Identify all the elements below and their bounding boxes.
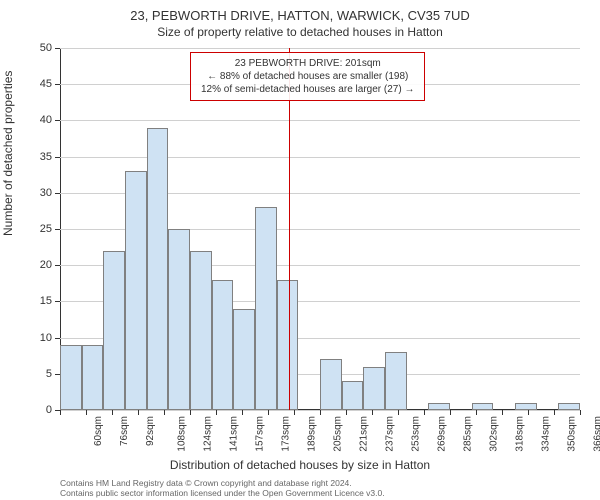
x-tick-label: 76sqm bbox=[119, 416, 130, 446]
x-tick-label: 205sqm bbox=[333, 416, 344, 452]
x-tick-label: 237sqm bbox=[385, 416, 396, 452]
chart-title: 23, PEBWORTH DRIVE, HATTON, WARWICK, CV3… bbox=[0, 8, 600, 23]
y-tick-label: 40 bbox=[40, 114, 52, 126]
annotation-line: ← 88% of detached houses are smaller (19… bbox=[201, 70, 414, 83]
plot-area: 23 PEBWORTH DRIVE: 201sqm← 88% of detach… bbox=[60, 48, 580, 410]
histogram-bar bbox=[190, 251, 212, 410]
x-tick-label: 141sqm bbox=[229, 416, 240, 452]
y-axis: 05101520253035404550 bbox=[0, 48, 60, 410]
x-axis-label: Distribution of detached houses by size … bbox=[0, 458, 600, 472]
histogram-bar bbox=[82, 345, 104, 410]
histogram-bar bbox=[558, 403, 580, 410]
y-tick-label: 15 bbox=[40, 295, 52, 307]
y-tick-label: 0 bbox=[46, 404, 52, 416]
x-tick-mark bbox=[476, 410, 477, 415]
x-tick-label: 92sqm bbox=[145, 416, 156, 446]
y-tick-label: 45 bbox=[40, 78, 52, 90]
x-tick-label: 318sqm bbox=[515, 416, 526, 452]
x-tick-label: 253sqm bbox=[411, 416, 422, 452]
x-tick-mark bbox=[60, 410, 61, 415]
annotation-line: 23 PEBWORTH DRIVE: 201sqm bbox=[201, 57, 414, 70]
x-tick-label: 350sqm bbox=[567, 416, 578, 452]
x-tick-mark bbox=[294, 410, 295, 415]
credits-line-1: Contains HM Land Registry data © Crown c… bbox=[60, 478, 385, 488]
x-tick-mark bbox=[580, 410, 581, 415]
histogram-bar bbox=[428, 403, 450, 410]
x-tick-label: 173sqm bbox=[281, 416, 292, 452]
histogram-bar bbox=[385, 352, 407, 410]
histogram-bar bbox=[60, 345, 82, 410]
x-tick-mark bbox=[502, 410, 503, 415]
x-tick-mark bbox=[424, 410, 425, 415]
histogram-bar bbox=[363, 367, 385, 410]
grid-line bbox=[60, 120, 580, 121]
x-tick-label: 157sqm bbox=[255, 416, 266, 452]
histogram-bar bbox=[168, 229, 190, 410]
chart-subtitle: Size of property relative to detached ho… bbox=[0, 25, 600, 39]
credits: Contains HM Land Registry data © Crown c… bbox=[60, 478, 385, 498]
histogram-bar bbox=[515, 403, 537, 410]
x-tick-mark bbox=[242, 410, 243, 415]
x-tick-mark bbox=[528, 410, 529, 415]
grid-line bbox=[60, 48, 580, 49]
x-tick-label: 302sqm bbox=[489, 416, 500, 452]
y-tick-label: 35 bbox=[40, 151, 52, 163]
x-tick-label: 269sqm bbox=[437, 416, 448, 452]
x-tick-label: 285sqm bbox=[463, 416, 474, 452]
histogram-bar bbox=[320, 359, 342, 410]
x-tick-mark bbox=[268, 410, 269, 415]
x-tick-label: 221sqm bbox=[359, 416, 370, 452]
chart-container: 23, PEBWORTH DRIVE, HATTON, WARWICK, CV3… bbox=[0, 8, 600, 39]
x-tick-mark bbox=[398, 410, 399, 415]
x-tick-mark bbox=[190, 410, 191, 415]
x-tick-mark bbox=[112, 410, 113, 415]
grid-line bbox=[60, 157, 580, 158]
credits-line-2: Contains public sector information licen… bbox=[60, 488, 385, 498]
histogram-bar bbox=[255, 207, 277, 410]
x-tick-label: 108sqm bbox=[177, 416, 188, 452]
histogram-bar bbox=[472, 403, 494, 410]
histogram-bar bbox=[233, 309, 255, 410]
y-tick-label: 10 bbox=[40, 332, 52, 344]
y-tick-label: 20 bbox=[40, 259, 52, 271]
x-tick-mark bbox=[216, 410, 217, 415]
x-tick-label: 334sqm bbox=[541, 416, 552, 452]
histogram-bar bbox=[147, 128, 169, 410]
x-tick-mark bbox=[138, 410, 139, 415]
histogram-bar bbox=[125, 171, 147, 410]
x-tick-label: 366sqm bbox=[593, 416, 600, 452]
histogram-bar bbox=[212, 280, 234, 410]
x-tick-label: 189sqm bbox=[307, 416, 318, 452]
x-tick-mark bbox=[164, 410, 165, 415]
x-tick-mark bbox=[554, 410, 555, 415]
x-tick-mark bbox=[86, 410, 87, 415]
histogram-bar bbox=[103, 251, 125, 410]
x-tick-label: 60sqm bbox=[93, 416, 104, 446]
y-tick-label: 5 bbox=[46, 368, 52, 380]
y-tick-label: 50 bbox=[40, 42, 52, 54]
x-tick-mark bbox=[320, 410, 321, 415]
x-tick-mark bbox=[346, 410, 347, 415]
annotation-line: 12% of semi-detached houses are larger (… bbox=[201, 83, 414, 96]
x-tick-mark bbox=[450, 410, 451, 415]
annotation-box: 23 PEBWORTH DRIVE: 201sqm← 88% of detach… bbox=[190, 52, 425, 101]
histogram-bar bbox=[342, 381, 364, 410]
y-tick-label: 25 bbox=[40, 223, 52, 235]
x-tick-label: 124sqm bbox=[203, 416, 214, 452]
x-tick-mark bbox=[372, 410, 373, 415]
y-tick-label: 30 bbox=[40, 187, 52, 199]
marker-line bbox=[289, 48, 290, 410]
histogram-bar bbox=[277, 280, 299, 410]
